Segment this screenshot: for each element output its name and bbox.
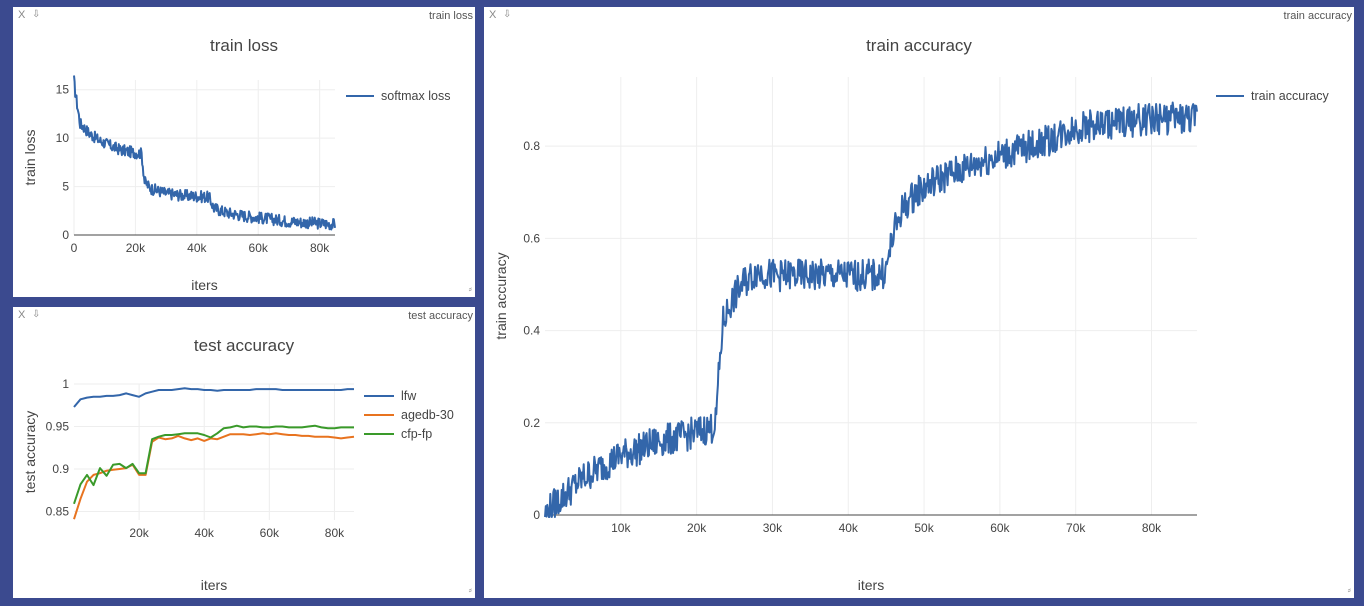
x-axis-label: iters	[201, 577, 227, 593]
close-pane-button[interactable]: X	[489, 9, 497, 21]
y-tick-label: 15	[56, 83, 70, 97]
y-tick-label: 0.95	[46, 420, 70, 434]
resize-handle-icon[interactable]: ⸗	[468, 284, 472, 295]
x-tick-label: 20k	[687, 521, 707, 535]
x-tick-label: 70k	[1066, 521, 1086, 535]
x-tick-label: 80k	[1142, 521, 1162, 535]
y-axis-label: train accuracy	[493, 252, 509, 339]
x-tick-label: 50k	[914, 521, 934, 535]
y-tick-label: 10	[56, 131, 70, 145]
pane-title-tag: train accuracy	[1283, 10, 1352, 22]
pane-toolbar: X ⇩ train loss	[13, 7, 475, 23]
x-tick-label: 20k	[126, 241, 146, 255]
pane-toolbar: X ⇩ train accuracy	[484, 7, 1354, 23]
download-icon[interactable]: ⇩	[32, 309, 41, 320]
pane-title-tag: train loss	[428, 10, 473, 22]
download-icon[interactable]: ⇩	[32, 9, 41, 20]
legend-label: lfw	[401, 389, 417, 403]
y-tick-label: 0	[62, 228, 69, 242]
download-icon[interactable]: ⇩	[503, 9, 512, 20]
y-tick-label: 0.4	[523, 324, 540, 338]
x-tick-label: 20k	[129, 526, 149, 540]
resize-handle-icon[interactable]: ⸗	[1347, 585, 1351, 596]
y-axis-label: train loss	[22, 129, 38, 185]
pane-train-accuracy: X ⇩ train accuracy train accuracy 10k 20k 3…	[484, 7, 1354, 598]
y-axis-label: test accuracy	[22, 411, 38, 493]
pane-test-accuracy: X ⇩ test accuracy test accuracy 20k 40k 60k…	[13, 307, 475, 598]
y-tick-label: 5	[62, 180, 69, 194]
y-tick-label: 0.6	[523, 231, 540, 245]
legend-label: cfp-fp	[401, 427, 432, 441]
series-line-lfw	[73, 387, 354, 408]
train-accuracy-chart[interactable]: train accuracy 10k 20k 30k 40k 50k 60k 70k 80k 0 0…	[484, 7, 1354, 598]
series-line-agedb-30	[73, 432, 355, 520]
pane-title-tag: test accuracy	[408, 310, 473, 322]
pane-toolbar: X ⇩ test accuracy	[13, 307, 475, 323]
x-tick-label: 40k	[195, 526, 215, 540]
x-tick-label: 60k	[260, 526, 280, 540]
y-tick-label: 0	[533, 508, 540, 522]
chart-title: train loss	[210, 36, 278, 55]
x-tick-label: 0	[71, 241, 78, 255]
y-tick-label: 0.85	[46, 505, 70, 519]
legend-label: train accuracy	[1251, 89, 1330, 103]
test-accuracy-chart[interactable]: test accuracy 20k 40k 60k 80k 0.85 0.9 0.95 1 ite…	[13, 307, 475, 598]
x-tick-label: 80k	[325, 526, 345, 540]
y-tick-label: 1	[62, 377, 69, 391]
y-tick-label: 0.2	[523, 416, 540, 430]
series-line-cfp-fp	[73, 424, 354, 505]
x-axis-label: iters	[858, 577, 884, 593]
x-tick-label: 30k	[763, 521, 783, 535]
x-tick-label: 40k	[187, 241, 207, 255]
close-pane-button[interactable]: X	[18, 9, 26, 21]
y-tick-label: 0.8	[523, 139, 540, 153]
x-tick-label: 60k	[990, 521, 1010, 535]
resize-handle-icon[interactable]: ⸗	[468, 585, 472, 596]
pane-train-loss: X ⇩ train loss train loss 0 20k 40k 60k 80k 0 5…	[13, 7, 475, 297]
chart-title: test accuracy	[194, 336, 295, 355]
legend-label: agedb-30	[401, 408, 454, 422]
series-line-softmax-loss	[73, 75, 336, 231]
x-tick-label: 10k	[611, 521, 631, 535]
x-tick-label: 80k	[310, 241, 330, 255]
chart-title: train accuracy	[866, 36, 972, 55]
train-loss-chart[interactable]: train loss 0 20k 40k 60k 80k 0 5 10 15 iters train …	[13, 7, 475, 297]
legend-label: softmax loss	[381, 89, 450, 103]
close-pane-button[interactable]: X	[18, 309, 26, 321]
x-tick-label: 60k	[249, 241, 269, 255]
y-tick-label: 0.9	[52, 462, 69, 476]
x-tick-label: 40k	[839, 521, 859, 535]
series-line-train-accuracy	[544, 101, 1198, 518]
x-axis-label: iters	[191, 277, 217, 293]
